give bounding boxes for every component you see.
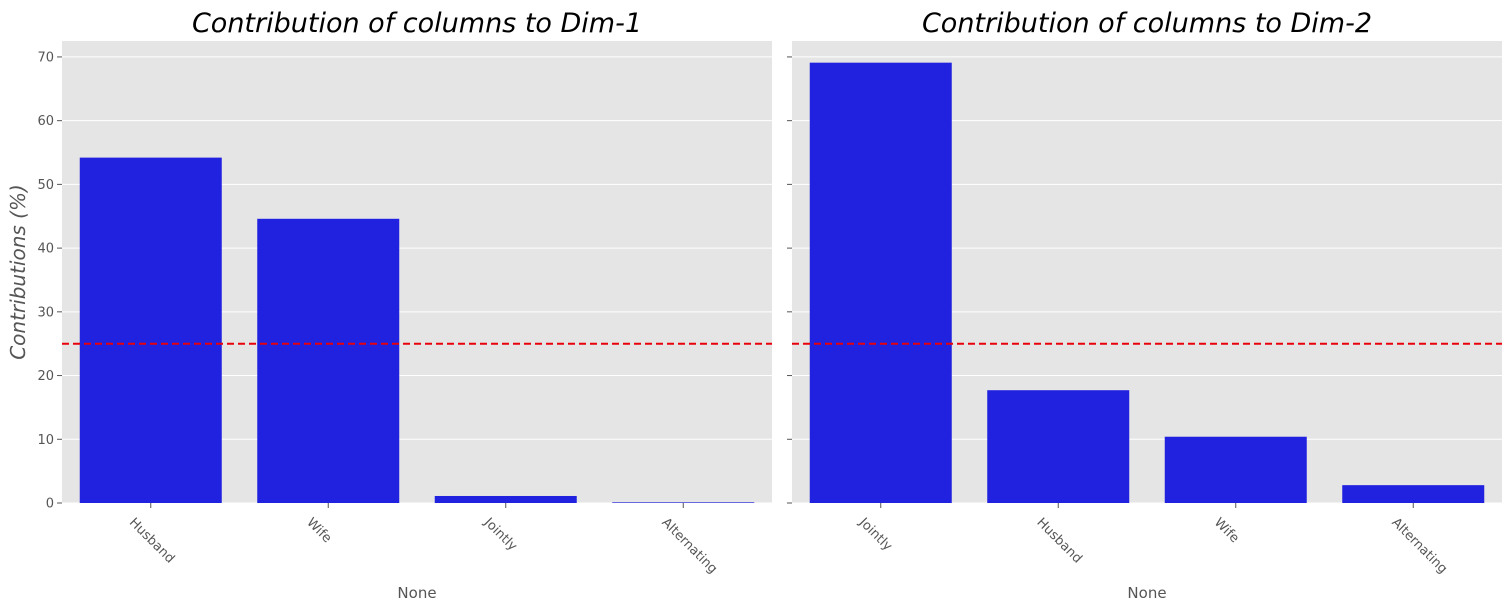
y-tick-label: 70 bbox=[37, 50, 54, 65]
chart-panel-dim-1: 0 10 20 30 40 50 60 70 Husband Wife Jointly Alterna… bbox=[6, 8, 772, 602]
bar-husband bbox=[987, 390, 1130, 503]
bar-wife bbox=[1164, 436, 1307, 503]
bar-husband bbox=[79, 157, 222, 503]
x-tick-label: Wife bbox=[303, 515, 334, 546]
x-tick-label: Alternating bbox=[1388, 515, 1450, 577]
bar-jointly bbox=[434, 495, 577, 503]
y-tick-label: 0 bbox=[46, 497, 54, 512]
y-tick-label: 40 bbox=[37, 242, 54, 257]
x-tick-label: Husband bbox=[126, 515, 177, 566]
x-axis-label: None bbox=[1127, 584, 1166, 602]
y-tick-label: 50 bbox=[37, 178, 54, 193]
x-tick-label: Alternating bbox=[658, 515, 720, 577]
y-tick-label: 10 bbox=[37, 433, 54, 448]
y-axis-label: Contributions (%) bbox=[6, 184, 30, 360]
chart-panel-dim-2: Jointly Husband Wife Alternating Contributio… bbox=[787, 8, 1502, 602]
chart-title: Contribution of columns to Dim-1 bbox=[192, 8, 642, 39]
y-tick-label: 30 bbox=[37, 305, 54, 320]
y-tick-label: 20 bbox=[37, 369, 54, 384]
y-tick-label: 60 bbox=[37, 114, 54, 129]
bar-jointly bbox=[809, 62, 952, 504]
x-tick-label: Wife bbox=[1211, 515, 1242, 546]
x-axis-label: None bbox=[397, 584, 436, 602]
x-tick-label: Jointly bbox=[480, 515, 520, 555]
chart-title: Contribution of columns to Dim-2 bbox=[922, 8, 1372, 39]
x-tick-label: Husband bbox=[1033, 515, 1084, 566]
bar-wife bbox=[257, 218, 400, 503]
x-tick-label: Jointly bbox=[855, 515, 895, 555]
bar-alternating bbox=[1342, 485, 1485, 503]
bar-alternating bbox=[612, 502, 755, 503]
